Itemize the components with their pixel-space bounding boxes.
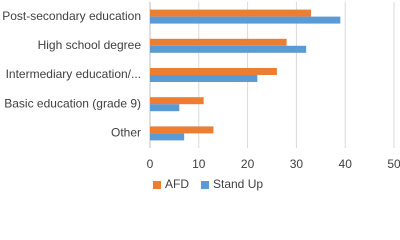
bar bbox=[150, 9, 312, 17]
y-tick-label: Post-secondary education bbox=[2, 9, 141, 23]
legend-swatch bbox=[153, 181, 161, 189]
x-tick-label: 20 bbox=[241, 157, 255, 171]
x-tick-label: 40 bbox=[339, 157, 353, 171]
bar bbox=[150, 97, 204, 105]
bar bbox=[150, 38, 287, 46]
bar bbox=[150, 16, 341, 24]
y-tick-label: Basic education (grade 9) bbox=[4, 96, 141, 110]
chart: 0 10 20 30 40 50 Post-secondary education High … bbox=[2, 2, 400, 191]
x-tick-label: 50 bbox=[387, 157, 400, 171]
legend-swatch bbox=[201, 181, 209, 189]
legend-label: AFD bbox=[165, 177, 189, 191]
x-tick-label: 0 bbox=[147, 157, 154, 171]
bar bbox=[150, 126, 214, 134]
bar bbox=[150, 104, 180, 112]
y-tick-label: High school degree bbox=[38, 38, 142, 52]
y-tick-label: Intermediary education/... bbox=[6, 67, 141, 81]
bar bbox=[150, 68, 277, 75]
x-tick-label: 10 bbox=[192, 157, 206, 171]
legend-label: Stand Up bbox=[213, 177, 263, 191]
bar bbox=[150, 75, 258, 82]
bar bbox=[150, 45, 307, 53]
bar bbox=[150, 133, 185, 141]
y-tick-label: Other bbox=[111, 126, 141, 140]
x-tick-label: 30 bbox=[290, 157, 304, 171]
